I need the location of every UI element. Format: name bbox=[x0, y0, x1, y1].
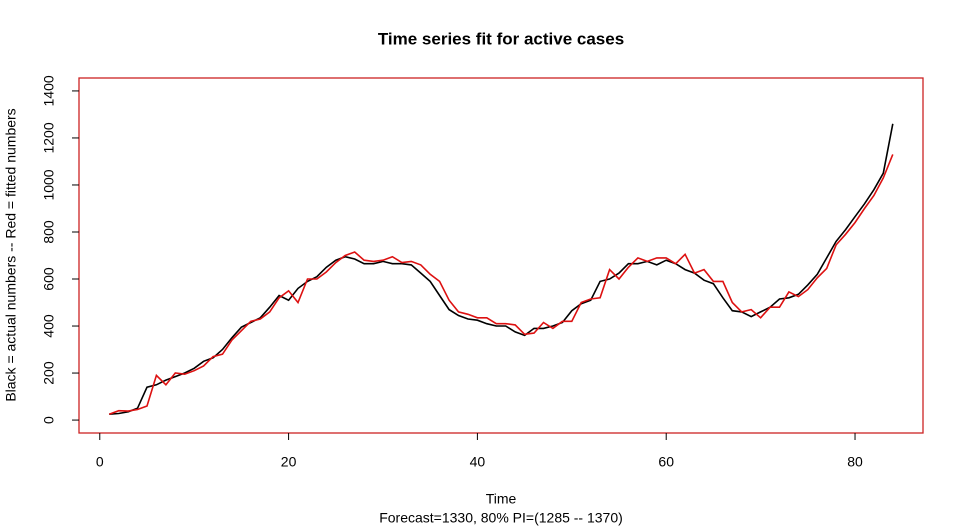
x-tick-label: 40 bbox=[470, 454, 486, 470]
subtitle: Forecast=1330, 80% PI=(1285 -- 1370) bbox=[379, 510, 623, 526]
y-axis-label: Black = actual numbers -- Red = fitted n… bbox=[3, 108, 19, 401]
plot-frame bbox=[78, 77, 924, 434]
y-tick-label: 1000 bbox=[41, 169, 57, 200]
y-tick-label: 400 bbox=[41, 314, 57, 338]
chart-title: Time series fit for active cases bbox=[378, 29, 624, 48]
series-line bbox=[109, 123, 894, 415]
y-tick-label: 1200 bbox=[41, 122, 57, 153]
x-axis-label: Time bbox=[486, 491, 517, 507]
x-tick-label: 20 bbox=[281, 454, 297, 470]
y-tick-label: 200 bbox=[41, 361, 57, 385]
x-tick-label: 80 bbox=[847, 454, 863, 470]
series-line bbox=[108, 154, 894, 415]
y-tick-label: 1400 bbox=[41, 75, 57, 106]
y-tick-label: 800 bbox=[41, 220, 57, 244]
x-tick-label: 60 bbox=[658, 454, 674, 470]
x-tick-label: 0 bbox=[96, 454, 104, 470]
y-tick-label: 0 bbox=[41, 416, 57, 424]
y-tick-label: 600 bbox=[41, 267, 57, 291]
